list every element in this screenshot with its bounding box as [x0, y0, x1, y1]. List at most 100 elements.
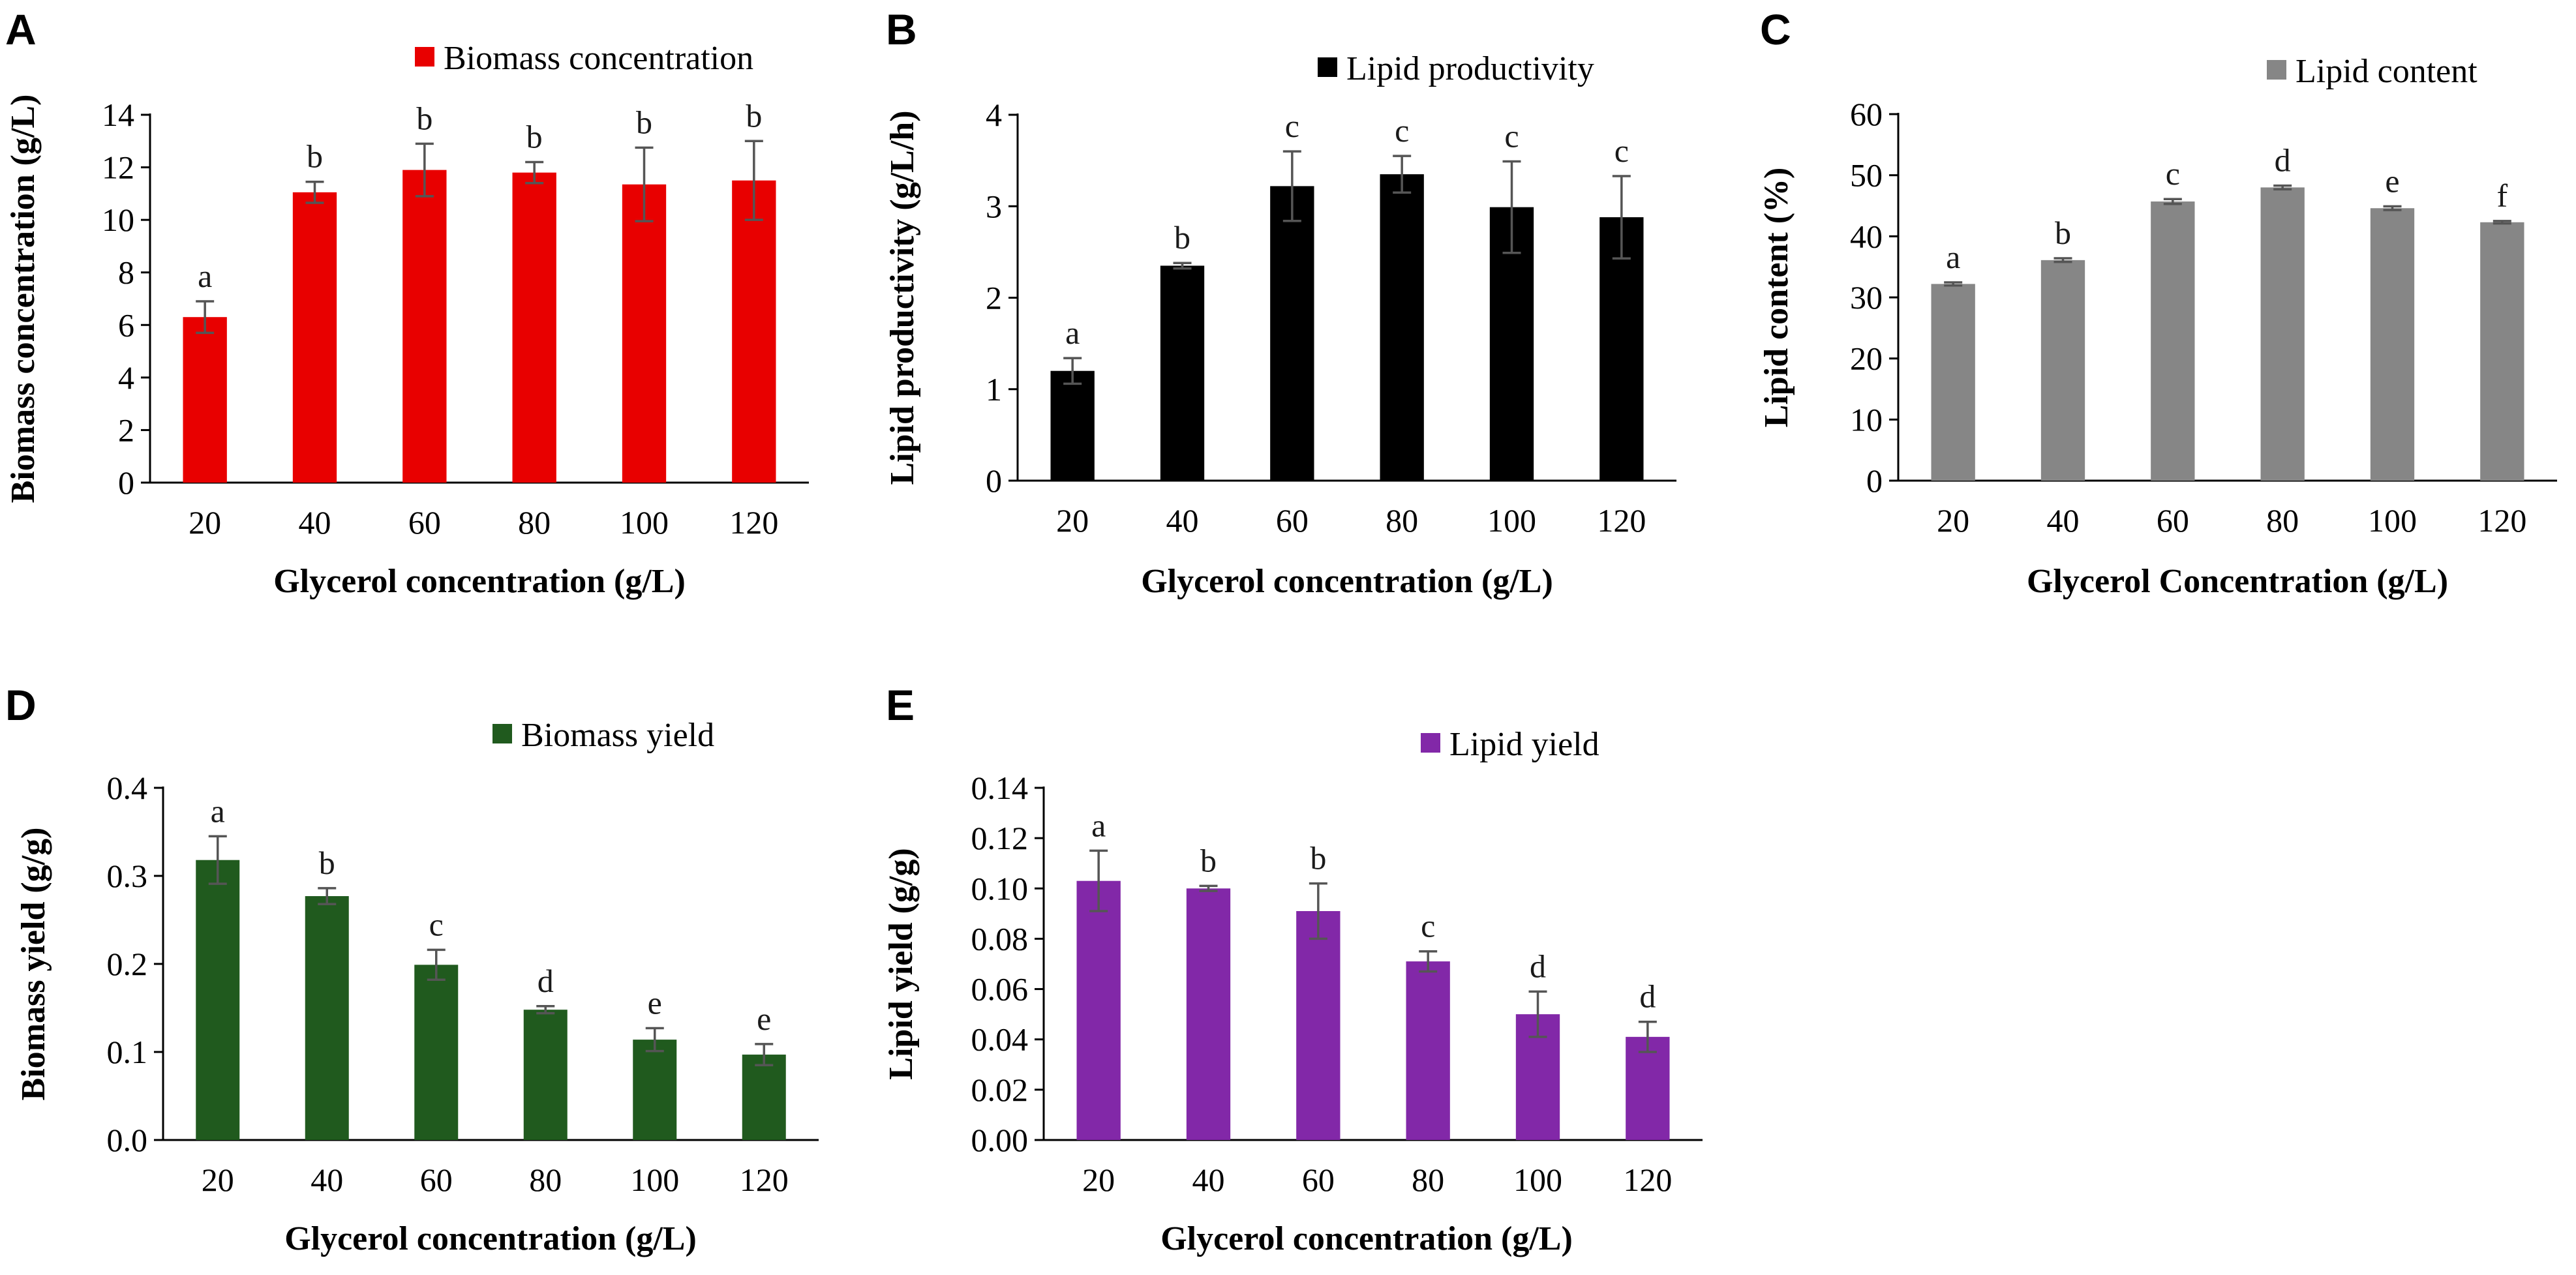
significance-label: c — [2166, 155, 2180, 192]
y-tick-label: 0.0 — [107, 1122, 148, 1158]
significance-label: b — [416, 100, 432, 136]
x-tick-label: 100 — [2368, 502, 2417, 539]
y-axis-title: Lipid content (%) — [1758, 168, 1795, 428]
legend-swatch — [1318, 57, 1337, 77]
error-bar-80 — [525, 160, 544, 185]
significance-label: c — [1504, 118, 1519, 155]
y-tick-label: 0.06 — [971, 971, 1029, 1008]
y-tick-label: 2 — [986, 280, 1002, 316]
x-tick-label: 60 — [1276, 502, 1309, 539]
x-tick-label: 120 — [729, 504, 778, 541]
significance-label: b — [319, 845, 335, 881]
x-tick-label: 120 — [2478, 502, 2526, 539]
x-tick-label: 40 — [1166, 502, 1199, 539]
bar-20 — [1050, 370, 1095, 481]
y-axis-title: Biomass yield (g/g) — [15, 828, 52, 1101]
significance-label: b — [636, 104, 652, 140]
panel-e: E 0.00 0.02 0.04 0.06 0.08 0.10 0.12 0.14 a 20 b 40 b… — [883, 681, 1703, 1257]
significance-label: a — [1065, 314, 1080, 351]
x-tick-label: 100 — [1513, 1162, 1562, 1198]
significance-label: c — [429, 906, 444, 942]
significance-label: e — [757, 1000, 771, 1037]
error-bar-120 — [2493, 220, 2511, 225]
legend-label: Biomass yield — [521, 717, 714, 754]
panel-d: D 0.0 0.1 0.2 0.3 0.4 a 20 b 40 c 60 d 80 e 100 e 120 Biom… — [5, 681, 819, 1257]
significance-label: e — [648, 985, 662, 1021]
panel-b: B 0 1 2 3 4 a 20 b 40 c 60 c 80 c 100 c 120 Lipid producti… — [884, 5, 1676, 600]
significance-label: b — [526, 119, 543, 155]
significance-label: a — [198, 258, 212, 294]
bar-40 — [305, 896, 349, 1140]
y-tick-label: 4 — [118, 359, 134, 396]
error-bar-40 — [318, 887, 337, 905]
bar-60 — [1296, 911, 1341, 1140]
significance-label: d — [538, 963, 554, 999]
x-tick-label: 100 — [630, 1162, 679, 1198]
y-tick-label: 20 — [1850, 340, 1883, 377]
x-axis-title: Glycerol concentration (g/L) — [284, 1220, 697, 1257]
error-bar-60 — [1282, 150, 1301, 222]
bar-20 — [1931, 284, 1975, 481]
x-axis-title: Glycerol concentration (g/L) — [273, 563, 686, 600]
legend: Lipid content — [2267, 53, 2478, 90]
y-tick-label: 30 — [1850, 279, 1883, 316]
y-tick-label: 6 — [118, 307, 134, 343]
legend: Biomass yield — [492, 717, 714, 754]
bar-40 — [1186, 888, 1231, 1140]
x-tick-label: 20 — [189, 504, 221, 541]
y-tick-label: 0 — [118, 464, 134, 501]
y-tick-label: 50 — [1850, 157, 1883, 194]
error-bar-100 — [635, 146, 654, 222]
legend-label: Lipid productivity — [1346, 50, 1594, 87]
error-bar-120 — [744, 140, 763, 221]
legend-label: Biomass concentration — [444, 40, 753, 77]
significance-label: a — [1091, 807, 1106, 843]
bar-120 — [742, 1055, 786, 1140]
bar-60 — [414, 965, 459, 1140]
x-tick-label: 120 — [1597, 502, 1646, 539]
y-tick-label: 0.1 — [107, 1034, 148, 1070]
legend-swatch — [2267, 60, 2286, 80]
x-tick-label: 80 — [518, 504, 551, 541]
panel-letter-b: B — [886, 5, 917, 53]
x-tick-label: 120 — [740, 1162, 789, 1198]
significance-label: b — [1310, 840, 1326, 877]
significance-label: e — [2385, 162, 2399, 199]
bar-80 — [512, 172, 556, 483]
y-tick-label: 0 — [1866, 462, 1883, 499]
y-tick-label: 0.10 — [971, 870, 1029, 907]
error-bar-120 — [755, 1043, 774, 1066]
y-tick-label: 10 — [1850, 401, 1883, 438]
x-tick-label: 40 — [1192, 1162, 1225, 1198]
y-axis-title: Biomass concentration (g/L) — [5, 95, 42, 503]
x-tick-label: 20 — [202, 1162, 234, 1198]
panel-letter-a: A — [5, 5, 37, 53]
significance-label: c — [1421, 908, 1435, 944]
x-tick-label: 80 — [1386, 502, 1418, 539]
legend: Lipid productivity — [1318, 50, 1594, 87]
error-bar-20 — [196, 300, 215, 335]
significance-label: d — [1530, 948, 1546, 984]
error-bar-20 — [1063, 357, 1082, 385]
error-bar-40 — [1173, 262, 1192, 270]
y-tick-label: 2 — [118, 412, 134, 448]
bar-40 — [292, 192, 337, 483]
x-tick-label: 20 — [1082, 1162, 1115, 1198]
bar-120 — [1599, 217, 1644, 481]
bar-40 — [1160, 265, 1205, 481]
panel-letter-c: C — [1760, 5, 1791, 53]
error-bar-80 — [1419, 950, 1438, 973]
x-tick-label: 80 — [1412, 1162, 1444, 1198]
x-tick-label: 60 — [408, 504, 441, 541]
legend-swatch — [1421, 733, 1440, 753]
y-tick-label: 1 — [986, 371, 1002, 408]
bar-20 — [1076, 880, 1121, 1140]
legend-swatch — [415, 47, 434, 67]
error-bar-40 — [2053, 257, 2072, 263]
significance-label: c — [1285, 108, 1299, 144]
y-tick-label: 8 — [118, 254, 134, 291]
error-bar-100 — [1528, 990, 1547, 1038]
x-tick-label: 20 — [1056, 502, 1089, 539]
y-tick-label: 40 — [1850, 218, 1883, 254]
